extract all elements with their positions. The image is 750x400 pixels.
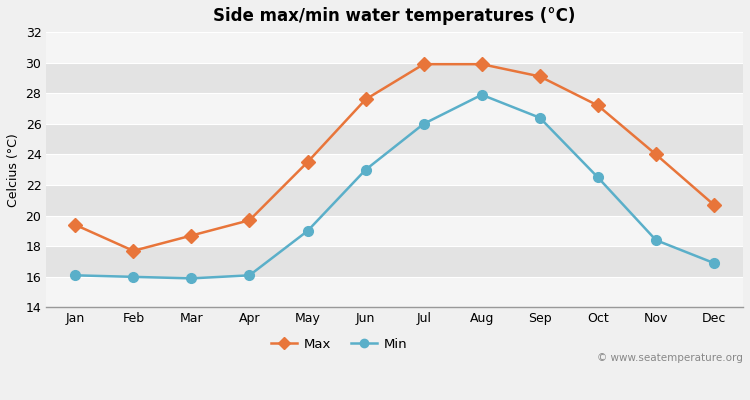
Bar (46, 63, 743, 93)
Bar (46, 185, 743, 216)
Bar (46, 154, 743, 185)
Text: © www.seatemperature.org: © www.seatemperature.org (597, 352, 743, 362)
Bar (46, 216, 743, 246)
Bar (46, 246, 743, 277)
Bar (46, 32, 743, 63)
Bar (46, 277, 743, 308)
Bar (46, 124, 743, 154)
Y-axis label: Celcius (°C): Celcius (°C) (7, 133, 20, 207)
Bar (46, 93, 743, 124)
Legend: Max, Min: Max, Min (266, 332, 413, 356)
Title: Side max/min water temperatures (°C): Side max/min water temperatures (°C) (214, 7, 576, 25)
